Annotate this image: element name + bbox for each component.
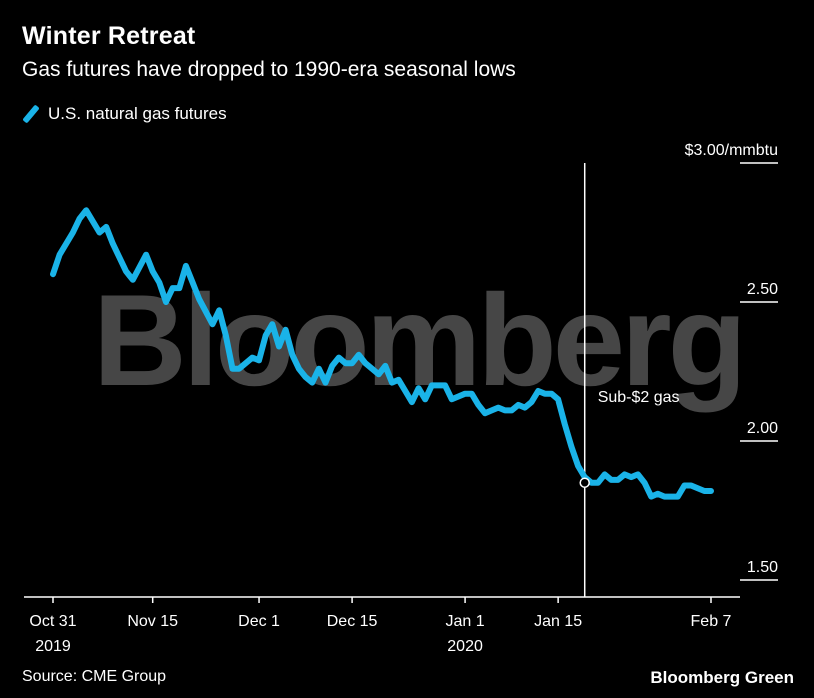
x-tick-sublabel: 2020: [447, 638, 483, 655]
x-tick-label: Nov 15: [127, 613, 178, 630]
x-tick-label: Feb 7: [691, 613, 732, 630]
legend-label: U.S. natural gas futures: [48, 104, 227, 123]
y-tick-label: $3.00/mmbtu: [685, 142, 778, 159]
chart-subtitle: Gas futures have dropped to 1990-era sea…: [22, 58, 516, 81]
y-tick-label: 1.50: [747, 559, 778, 576]
chart-title: Winter Retreat: [22, 22, 196, 50]
x-tick-label: Jan 1: [446, 613, 485, 630]
legend: U.S. natural gas futures: [22, 104, 227, 124]
x-tick-label: Dec 1: [238, 613, 280, 630]
x-tick-sublabel: 2019: [35, 638, 71, 655]
series-line-u-s-natural-gas-futures: [50, 207, 714, 500]
brand-logo: Bloomberg Green: [650, 668, 794, 687]
x-tick-label: Dec 15: [327, 613, 378, 630]
annotation-marker: [579, 477, 590, 488]
annotation-label: Sub-$2 gas: [598, 389, 680, 406]
x-tick-label: Jan 15: [534, 613, 582, 630]
y-tick-label: 2.00: [747, 420, 778, 437]
y-tick-label: 2.50: [747, 281, 778, 298]
source-note: Source: CME Group: [22, 668, 167, 685]
x-tick-label: Oct 31: [29, 613, 76, 630]
